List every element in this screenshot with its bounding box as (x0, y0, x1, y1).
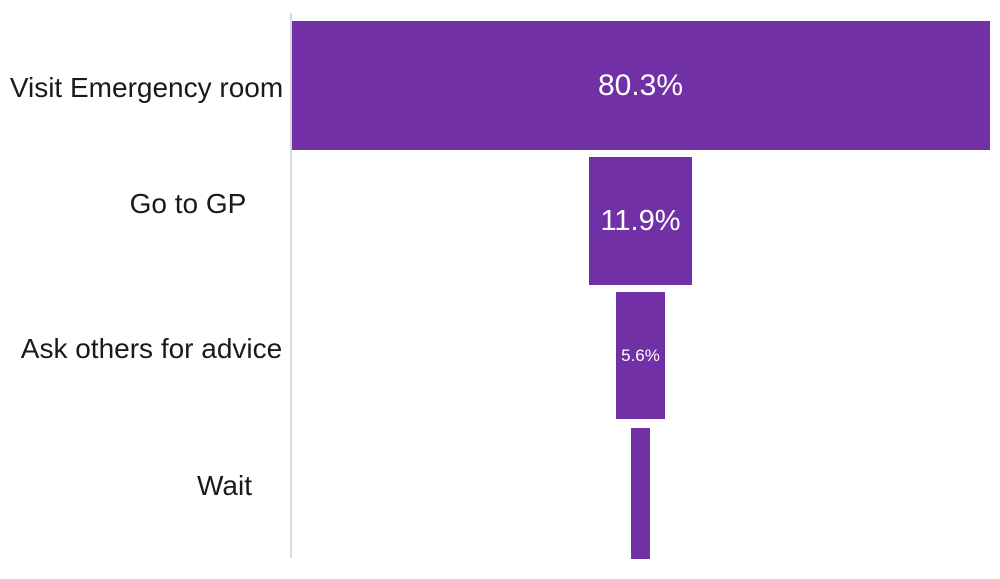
bar-value-label: 11.9% (600, 204, 681, 237)
category-label: Ask others for advice (20, 332, 283, 364)
funnel-bar (630, 428, 651, 559)
bar-value-label: 80.3% (597, 68, 684, 102)
funnel-bar: 80.3% (291, 21, 990, 150)
category-label: Visit Emergency room (9, 71, 284, 103)
category-label: Wait (197, 469, 252, 501)
category-label: Go to GP (129, 187, 247, 219)
bar-value-label: 5.6% (621, 345, 660, 365)
y-axis-line (290, 13, 292, 558)
funnel-bar: 5.6% (616, 292, 665, 419)
funnel-bar: 11.9% (588, 157, 693, 285)
